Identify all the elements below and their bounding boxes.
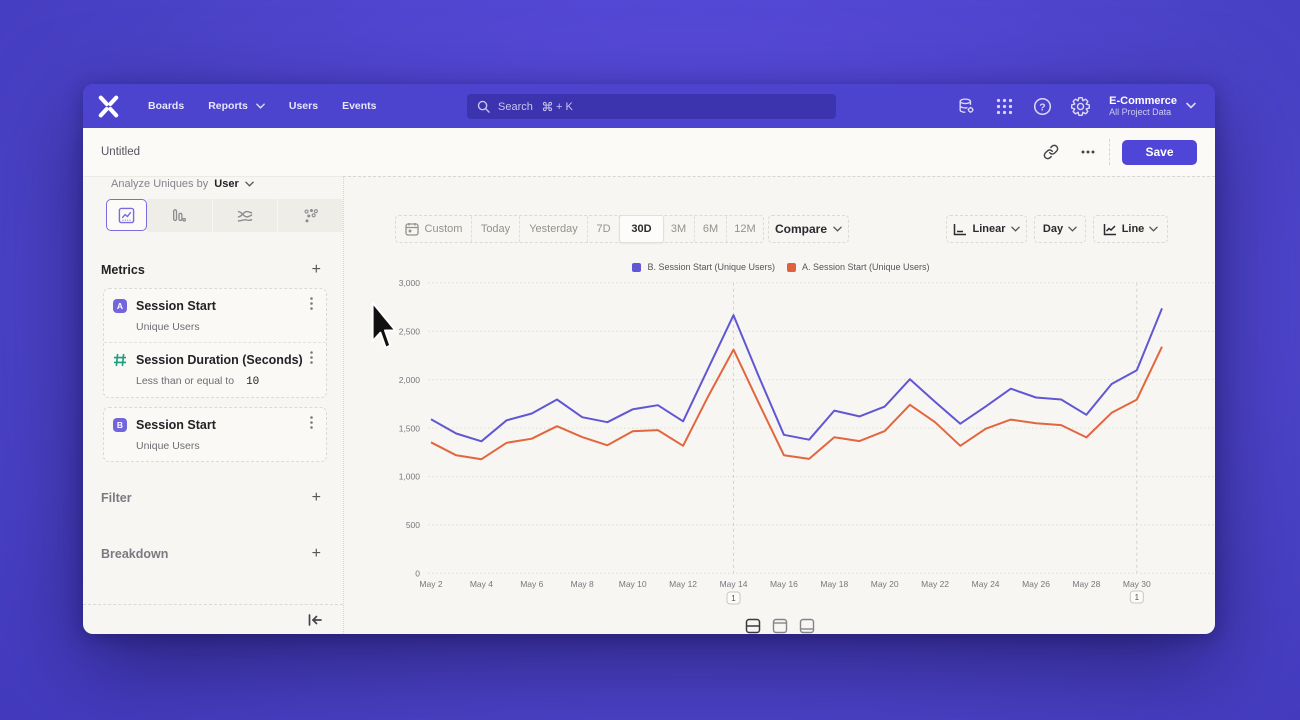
svg-text:May 20: May 20: [871, 579, 899, 589]
svg-text:May 6: May 6: [520, 579, 543, 589]
svg-text:May 8: May 8: [571, 579, 594, 589]
svg-text:May 26: May 26: [1022, 579, 1050, 589]
svg-text:May 28: May 28: [1072, 579, 1100, 589]
svg-text:May 14: May 14: [720, 579, 748, 589]
svg-text:May 10: May 10: [619, 579, 647, 589]
svg-text:May 22: May 22: [921, 579, 949, 589]
svg-text:May 16: May 16: [770, 579, 798, 589]
svg-text:May 2: May 2: [419, 579, 442, 589]
svg-text:?: ?: [1039, 102, 1045, 113]
svg-text:3,000: 3,000: [399, 278, 421, 288]
svg-text:May 18: May 18: [820, 579, 848, 589]
svg-text:2,500: 2,500: [399, 326, 421, 336]
svg-text:1: 1: [731, 594, 736, 603]
svg-text:May 30: May 30: [1123, 579, 1151, 589]
svg-text:May 12: May 12: [669, 579, 697, 589]
svg-text:1: 1: [1135, 593, 1140, 602]
svg-text:2,000: 2,000: [399, 375, 421, 385]
svg-text:1,000: 1,000: [399, 472, 421, 482]
svg-text:May 24: May 24: [972, 579, 1000, 589]
svg-text:May 4: May 4: [470, 579, 493, 589]
svg-text:500: 500: [406, 520, 420, 530]
svg-text:0: 0: [415, 569, 420, 579]
svg-text:1,500: 1,500: [399, 423, 421, 433]
